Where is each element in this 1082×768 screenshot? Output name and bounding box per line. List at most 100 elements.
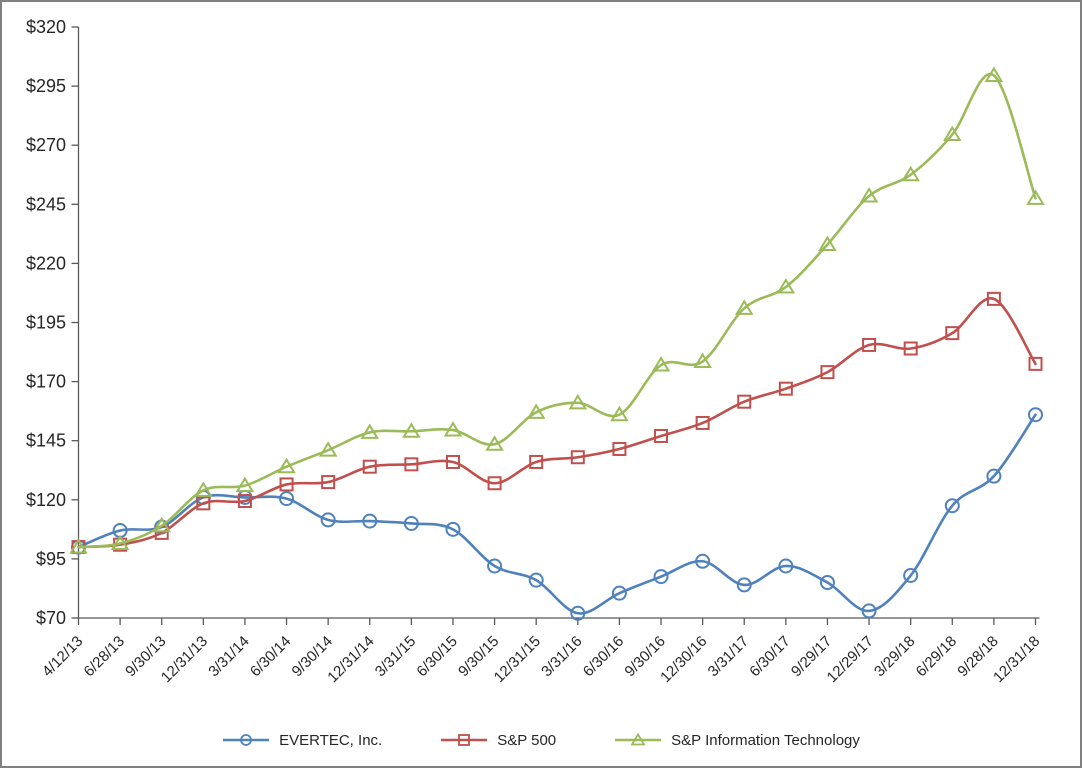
square-marker xyxy=(404,457,419,472)
circle-marker xyxy=(320,512,336,528)
triangle-marker xyxy=(526,403,546,419)
circle-marker xyxy=(1028,407,1043,423)
circle-marker xyxy=(986,468,1002,484)
legend-marker xyxy=(240,734,253,746)
y-tick-label: $320 xyxy=(26,17,66,37)
y-tick-label: $70 xyxy=(36,608,66,628)
y-tick-label: $120 xyxy=(26,490,66,510)
legend-marker-square-icon xyxy=(441,734,488,746)
square-marker xyxy=(986,291,1001,306)
circle-marker xyxy=(695,553,711,569)
triangle-marker xyxy=(485,435,504,451)
y-tick-label: $270 xyxy=(26,135,66,155)
circle-marker xyxy=(903,567,919,583)
circle-marker xyxy=(570,605,586,621)
square-marker xyxy=(237,493,252,508)
axes xyxy=(77,27,1040,619)
triangle-marker xyxy=(235,476,255,493)
square-marker xyxy=(362,459,377,474)
circle-marker xyxy=(653,569,669,585)
x-tick-label: 6/30/15 xyxy=(413,633,460,680)
triangle-marker-icon xyxy=(630,732,646,746)
circle-marker xyxy=(362,513,378,529)
series-line xyxy=(77,297,1037,549)
y-axis-ticks-and-labels: $320 $295 $270 $245 $220 $195 $170 $145 $120 $95 $… xyxy=(26,17,79,628)
circle-marker xyxy=(611,585,627,601)
square-marker xyxy=(487,476,502,491)
triangle-marker xyxy=(110,534,130,551)
square-marker xyxy=(862,337,877,352)
triangle-marker xyxy=(901,165,920,182)
circle-marker xyxy=(528,572,544,588)
circle-marker xyxy=(279,491,295,507)
triangle-marker xyxy=(610,405,629,422)
legend-label-evertec: EVERTEC, Inc. xyxy=(279,731,383,749)
legend-label-sp-it: S&P Information Technology xyxy=(671,731,860,749)
square-marker xyxy=(820,365,835,380)
x-tick-label: 12/29/17 xyxy=(824,633,877,686)
x-tick-label: 12/31/13 xyxy=(158,633,211,686)
y-tick-label: $245 xyxy=(26,194,66,214)
y-tick-label: $295 xyxy=(26,76,66,96)
square-marker xyxy=(570,450,585,465)
y-tick-label: $220 xyxy=(26,253,66,273)
triangle-marker xyxy=(360,423,380,439)
x-tick-label: 6/28/13 xyxy=(81,633,128,680)
triangle-marker xyxy=(651,356,671,372)
series-evertec-inc xyxy=(71,407,1043,621)
legend-item-evertec: EVERTEC, Inc. xyxy=(222,732,382,749)
x-tick-label: 6/29/18 xyxy=(913,633,960,680)
x-tick-label: 12/31/18 xyxy=(990,633,1043,686)
circle-marker xyxy=(861,603,877,619)
legend-marker xyxy=(458,734,471,746)
y-tick-label: $95 xyxy=(36,549,66,569)
square-marker-icon xyxy=(458,734,471,746)
x-tick-label: 12/31/14 xyxy=(324,633,377,686)
triangle-marker xyxy=(859,187,879,203)
circle-marker xyxy=(403,515,419,531)
legend-marker-circle-icon xyxy=(223,734,270,746)
square-marker xyxy=(654,428,669,443)
x-tick-label: 6/30/17 xyxy=(746,633,793,680)
triangle-marker xyxy=(776,278,796,294)
y-tick-label: $195 xyxy=(26,313,66,333)
triangle-marker xyxy=(984,66,1004,82)
triangle-marker xyxy=(1026,189,1045,205)
triangle-marker xyxy=(943,125,962,142)
square-marker xyxy=(737,394,752,409)
square-marker xyxy=(445,454,460,469)
triangle-marker xyxy=(443,421,463,437)
square-marker xyxy=(903,341,918,356)
x-tick-label: 3/29/18 xyxy=(871,633,918,680)
x-tick-label: 6/30/16 xyxy=(580,633,627,680)
square-marker xyxy=(945,326,960,341)
series-s-p-information-technology xyxy=(69,66,1045,554)
triangle-marker xyxy=(194,481,213,497)
x-tick-label: 3/31/14 xyxy=(205,633,252,680)
x-tick-label: 3/31/16 xyxy=(538,633,585,680)
y-tick-label: $145 xyxy=(26,431,66,451)
circle-marker xyxy=(778,558,794,574)
triangle-marker xyxy=(277,457,296,474)
circle-marker-icon xyxy=(240,734,253,746)
legend-marker-triangle-icon xyxy=(615,732,662,746)
legend-item-sp-it: S&P Information Technology xyxy=(614,732,860,749)
chart-legend: EVERTEC, Inc. S&P 500 S&P Information Te… xyxy=(2,724,1080,756)
square-marker xyxy=(695,415,710,430)
triangle-marker xyxy=(69,538,88,554)
triangle-marker xyxy=(818,235,837,251)
y-tick-label: $170 xyxy=(26,372,66,392)
triangle-marker xyxy=(402,422,421,438)
series-line xyxy=(77,72,1037,549)
circle-marker xyxy=(487,558,503,574)
x-tick-label: 12/30/16 xyxy=(657,633,710,686)
x-tick-label: 4/12/13 xyxy=(39,633,86,680)
legend-label-sp500: S&P 500 xyxy=(497,731,557,749)
circle-marker xyxy=(736,577,752,593)
square-marker xyxy=(1028,356,1043,371)
x-tick-label: 3/31/17 xyxy=(705,633,752,680)
triangle-marker xyxy=(568,393,588,410)
square-marker xyxy=(612,441,627,456)
